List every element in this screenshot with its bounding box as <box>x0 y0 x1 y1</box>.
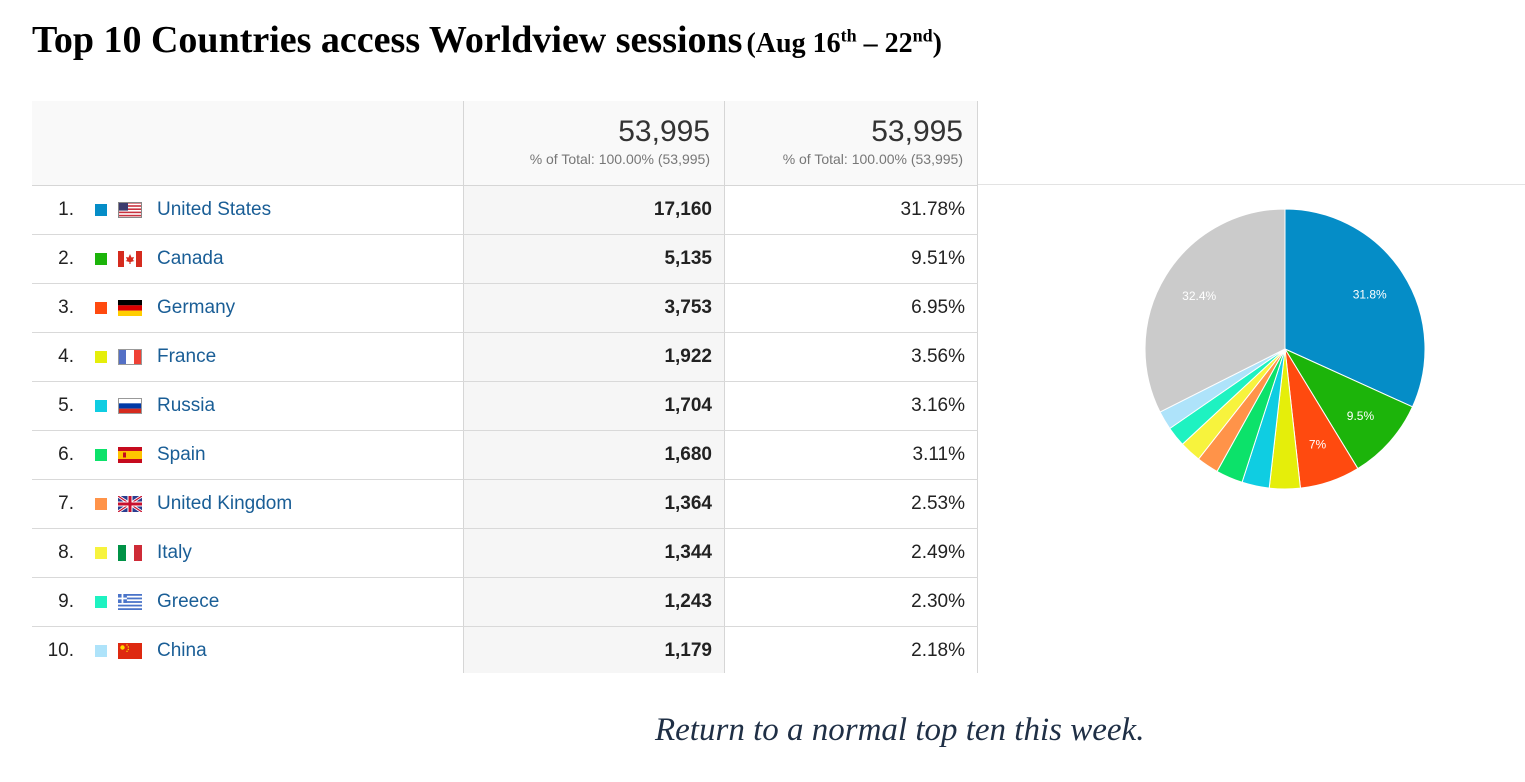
country-link[interactable]: Russia <box>157 395 216 416</box>
footnote: Return to a normal top ten this week. <box>655 712 1145 748</box>
row-rank: 8. <box>58 542 74 563</box>
legend-swatch <box>95 596 107 608</box>
sessions-value: 1,704 <box>463 382 725 430</box>
countries-table: 53,995 % of Total: 100.00% (53,995) 53,9… <box>32 101 978 673</box>
percent-value: 2.30% <box>725 578 978 626</box>
sessions-value: 1,344 <box>463 529 725 577</box>
percent-column-header[interactable]: 53,995 % of Total: 100.00% (53,995) <box>725 101 978 185</box>
percent-value: 2.18% <box>725 627 978 673</box>
percent-value: 2.49% <box>725 529 978 577</box>
country-link[interactable]: Germany <box>157 297 236 318</box>
de-flag-icon <box>118 300 142 316</box>
sessions-total-sub: % of Total: 100.00% (53,995) <box>529 151 710 167</box>
legend-swatch <box>95 253 107 265</box>
pie-slice-united-states[interactable] <box>1284 208 1426 408</box>
sessions-value: 17,160 <box>463 186 725 234</box>
country-link[interactable]: United States <box>157 199 272 220</box>
es-flag-icon <box>118 447 142 463</box>
row-rank: 3. <box>58 297 74 318</box>
legend-swatch <box>95 351 107 363</box>
legend-swatch <box>95 498 107 510</box>
table-row[interactable]: 6. Spain 1,680 3.11% <box>32 431 978 480</box>
table-row[interactable]: 2. Canada 5,135 9.51% <box>32 235 978 284</box>
row-rank: 7. <box>58 493 74 514</box>
sessions-value: 1,179 <box>463 627 725 673</box>
legend-swatch <box>95 547 107 559</box>
row-rank: 1. <box>58 199 74 220</box>
gb-flag-icon <box>117 494 143 514</box>
table-body: 1. United States 17,160 31.78% 2. Canada 5,135… <box>32 186 978 673</box>
gr-flag-icon <box>118 594 142 610</box>
row-rank: 4. <box>58 346 74 367</box>
sessions-pie-chart: 31.8% 9.5% 7% 32.4% <box>1144 208 1426 490</box>
percent-total: 53,995 <box>871 115 963 148</box>
table-row[interactable]: 10. China 1,179 2.18% <box>32 627 978 673</box>
percent-value: 2.53% <box>725 480 978 528</box>
percent-value: 3.16% <box>725 382 978 430</box>
table-row[interactable]: 4. France 1,922 3.56% <box>32 333 978 382</box>
pie-slice-canada[interactable] <box>1283 347 1414 470</box>
ru-flag-icon <box>118 398 142 414</box>
title-date: (Aug 16th – 22nd) <box>746 25 942 59</box>
sessions-value: 1,364 <box>463 480 725 528</box>
row-rank: 2. <box>58 248 74 269</box>
pie-slice-label: 7% <box>1309 437 1327 451</box>
us-flag-icon <box>118 202 142 218</box>
title-main: Top 10 Countries access Worldview sessio… <box>32 19 743 61</box>
legend-swatch <box>95 204 107 216</box>
sessions-total: 53,995 <box>618 115 710 148</box>
legend-swatch <box>95 449 107 461</box>
table-header: 53,995 % of Total: 100.00% (53,995) 53,9… <box>32 101 978 186</box>
percent-value: 9.51% <box>725 235 978 283</box>
it-flag-icon <box>118 545 142 561</box>
percent-value: 3.11% <box>725 431 978 479</box>
pie-slice-label: 9.5% <box>1347 409 1375 423</box>
country-link[interactable]: China <box>157 640 207 661</box>
ca-flag-icon <box>118 251 142 267</box>
page-title: Top 10 Countries access Worldview sessio… <box>32 18 942 62</box>
percent-total-sub: % of Total: 100.00% (53,995) <box>782 151 963 167</box>
sessions-value: 1,922 <box>463 333 725 381</box>
country-link[interactable]: Canada <box>157 248 224 269</box>
cn-flag-icon <box>118 643 142 659</box>
table-row[interactable]: 9. Greece 1,243 2.30% <box>32 578 978 627</box>
pie-slice-label: 31.8% <box>1353 287 1387 301</box>
country-link[interactable]: United Kingdom <box>157 493 293 514</box>
divider <box>978 184 1525 185</box>
pie-slice-label: 32.4% <box>1182 289 1216 303</box>
legend-swatch <box>95 645 107 657</box>
sessions-column-header[interactable]: 53,995 % of Total: 100.00% (53,995) <box>463 101 725 185</box>
row-rank: 5. <box>58 395 74 416</box>
sessions-value: 1,243 <box>463 578 725 626</box>
country-link[interactable]: Italy <box>157 542 192 563</box>
country-link[interactable]: France <box>157 346 217 367</box>
table-row[interactable]: 5. Russia 1,704 3.16% <box>32 382 978 431</box>
pie-slice-other[interactable] <box>1144 208 1286 413</box>
percent-value: 3.56% <box>725 333 978 381</box>
country-link[interactable]: Spain <box>157 444 206 465</box>
table-row[interactable]: 3. Germany 3,753 6.95% <box>32 284 978 333</box>
table-row[interactable]: 1. United States 17,160 31.78% <box>32 186 978 235</box>
legend-swatch <box>95 400 107 412</box>
table-row[interactable]: 8. Italy 1,344 2.49% <box>32 529 978 578</box>
sessions-value: 3,753 <box>463 284 725 332</box>
legend-swatch <box>95 302 107 314</box>
row-rank: 9. <box>58 591 74 612</box>
sessions-value: 1,680 <box>463 431 725 479</box>
percent-value: 6.95% <box>725 284 978 332</box>
country-link[interactable]: Greece <box>157 591 220 612</box>
row-rank: 6. <box>58 444 74 465</box>
sessions-value: 5,135 <box>463 235 725 283</box>
fr-flag-icon <box>118 349 142 365</box>
percent-value: 31.78% <box>725 186 978 234</box>
table-row[interactable]: 7. United Kingdom 1,364 2.53% <box>32 480 978 529</box>
row-rank: 10. <box>47 640 74 661</box>
